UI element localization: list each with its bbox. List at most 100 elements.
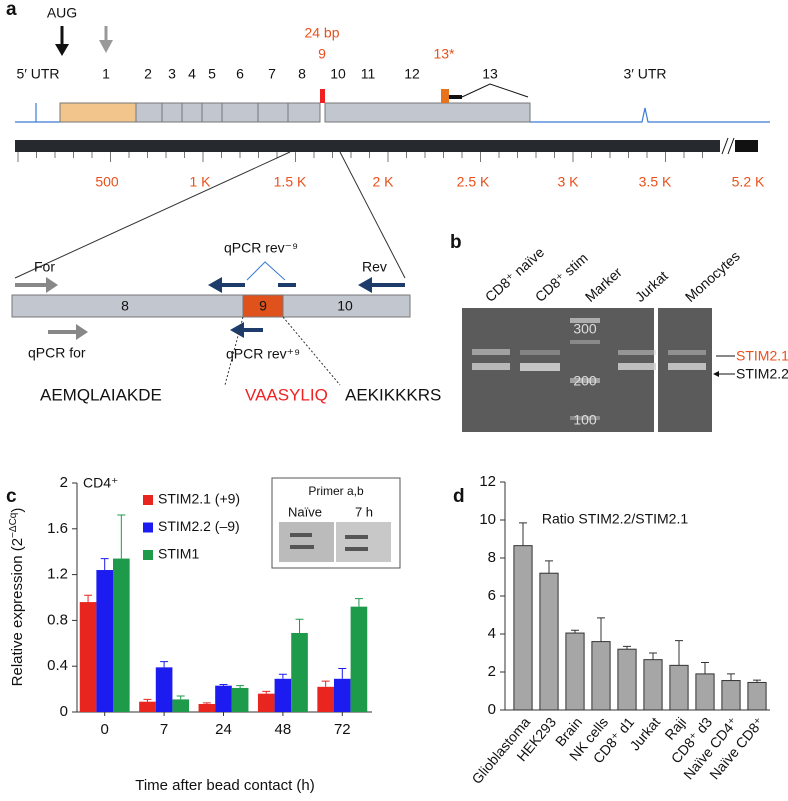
start-arrowhead — [99, 40, 113, 53]
bar — [231, 687, 249, 712]
bar — [257, 693, 275, 712]
legend-swatch — [143, 550, 153, 560]
aug-arrowhead — [55, 44, 69, 56]
scale-bar — [15, 140, 720, 152]
exon-label: 2 — [144, 66, 152, 82]
utr-line — [15, 103, 770, 123]
primer-label: For — [34, 259, 55, 275]
bar — [139, 701, 156, 712]
y-tick-label: 0 — [488, 701, 496, 718]
bar — [669, 664, 689, 711]
bar — [333, 678, 351, 712]
exon-13-star — [441, 89, 449, 103]
inset — [271, 477, 401, 569]
scale-label: 3.5 K — [639, 174, 672, 190]
bar — [79, 602, 97, 712]
error-bar — [202, 702, 211, 704]
zoom-exon-label: 8 — [121, 298, 129, 314]
y-tick-label: 4 — [488, 625, 496, 642]
bar — [274, 678, 292, 712]
exon-label: 1 — [102, 66, 110, 82]
bar — [513, 545, 533, 711]
y-tick-label: 1.2 — [47, 566, 68, 583]
bar — [747, 681, 767, 711]
lane-label: Monocytes — [682, 248, 743, 305]
legend-label: STIM2.1 (+9) — [158, 491, 240, 507]
error-bar — [727, 673, 735, 681]
exon-label: 5′ UTR — [16, 66, 59, 82]
scale-ticks — [17, 152, 703, 162]
panel-label: d — [453, 486, 465, 507]
bar — [215, 685, 232, 712]
error-bar — [597, 617, 605, 642]
bar — [317, 686, 334, 712]
exons-10-13 — [324, 102, 531, 123]
panel-label: c — [6, 486, 17, 507]
error-bar — [571, 629, 579, 634]
error-bar — [219, 684, 228, 686]
rev-minus-head — [208, 277, 222, 293]
error-bar — [701, 662, 709, 674]
zoom-exon-label: 10 — [337, 298, 353, 314]
inset-lane: 7 h — [355, 504, 373, 519]
lane-label: Marker — [582, 264, 625, 305]
inset-bands — [290, 533, 368, 551]
y-tick-label: 0.4 — [47, 657, 68, 674]
aug-label: AUG — [47, 5, 77, 21]
error-bar — [519, 522, 527, 546]
bar — [113, 558, 130, 712]
scale-bar-end — [735, 140, 758, 152]
error-bar — [143, 698, 152, 702]
y-tick-label: 1.6 — [47, 520, 68, 537]
scale-label: 1.5 K — [274, 174, 307, 190]
inset-title: Primer a,b — [308, 484, 364, 498]
exon-13-star-tail — [449, 95, 462, 99]
exon-9 — [320, 89, 325, 103]
exon-label: 10 — [330, 66, 346, 82]
for-head — [46, 277, 58, 293]
exon-label: 3′ UTR — [623, 66, 666, 82]
marker-size: 100 — [573, 412, 597, 428]
bar — [198, 703, 216, 712]
bar — [643, 659, 663, 711]
bar — [155, 667, 173, 712]
primer-label: Rev — [362, 259, 387, 275]
error-bar — [262, 690, 271, 694]
legend-swatch — [143, 495, 153, 505]
dotted-lines — [224, 316, 341, 386]
exon-label: 12 — [404, 66, 420, 82]
error-bar — [354, 598, 363, 607]
zoom-exons — [11, 294, 411, 318]
error-bar — [321, 680, 330, 687]
exon-label: 8 — [298, 66, 306, 82]
scale-label: 2.5 K — [457, 174, 490, 190]
error-bar — [623, 645, 631, 650]
gel — [462, 308, 735, 432]
y-tick-label: 2 — [60, 474, 68, 491]
bar — [591, 641, 611, 711]
x-tick-label: Jurkat — [626, 714, 663, 754]
scale-break — [721, 137, 735, 155]
band-label: STIM2.1 — [736, 348, 788, 364]
panel-label: b — [450, 232, 462, 253]
rev-head — [358, 277, 372, 293]
y-axis-label-part: ) — [9, 508, 26, 513]
x-tick-label: 7 — [160, 721, 168, 738]
exon-label: 13 — [482, 66, 498, 82]
error-bar — [295, 618, 304, 633]
bar — [96, 570, 114, 712]
primer-label: qPCR rev⁻⁹ — [224, 240, 298, 256]
exon-label: 11 — [361, 66, 376, 82]
scale-label: 500 — [95, 174, 119, 190]
band-label: STIM2.2 — [736, 366, 788, 382]
zoom-lines — [14, 151, 406, 279]
scale-label: 2 K — [372, 174, 394, 190]
bar — [172, 699, 190, 712]
inset-lane: Naïve — [288, 504, 322, 519]
error-bar — [278, 673, 287, 679]
x-tick-label: 48 — [275, 721, 292, 738]
lane-label: Jurkat — [632, 268, 671, 305]
annotation: CD4⁺ — [83, 475, 118, 491]
error-bar — [160, 661, 169, 668]
